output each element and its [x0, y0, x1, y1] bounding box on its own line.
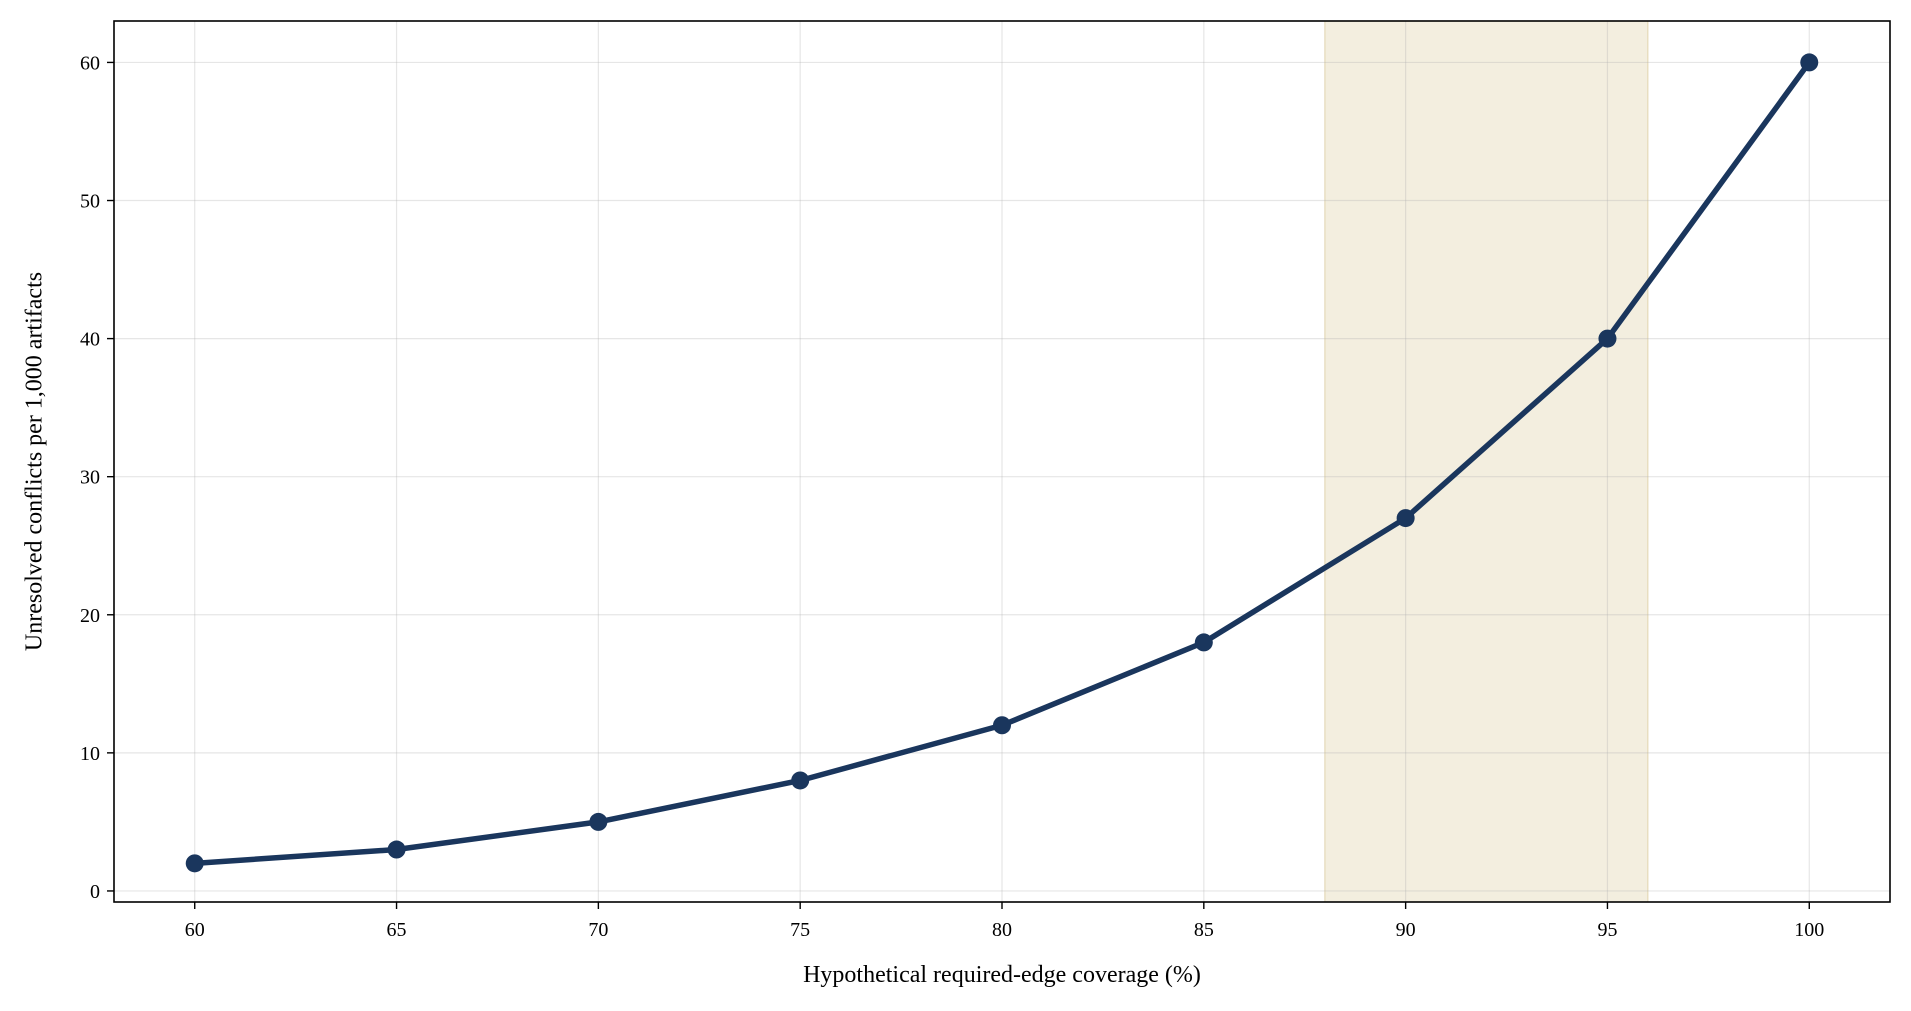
data-point	[185, 854, 204, 873]
grid-layer	[114, 21, 1890, 902]
y-tick-label: 50	[80, 191, 100, 213]
x-tick-label: 100	[1794, 919, 1824, 941]
x-axis-label: Hypothetical required-edge coverage (%)	[803, 962, 1201, 988]
shaded-region	[1324, 21, 1648, 902]
y-tick-label: 0	[90, 881, 100, 903]
y-axis-label: Unresolved conflicts per 1,000 artifacts	[22, 272, 48, 651]
data-point	[1598, 329, 1617, 348]
series-layer	[185, 53, 1819, 873]
x-tick-label: 95	[1597, 919, 1617, 941]
tick-layer: 60 65 70 75 80 85 90 95 100 0 10 20 30 40 50 60	[80, 52, 1824, 941]
x-tick-label: 80	[992, 919, 1012, 941]
data-point	[1800, 53, 1819, 72]
x-tick-label: 85	[1194, 919, 1214, 941]
y-tick-label: 40	[80, 329, 100, 351]
y-tick-label: 30	[80, 467, 100, 489]
x-tick-label: 65	[387, 919, 407, 941]
y-tick-label: 60	[80, 52, 100, 74]
y-tick-label: 10	[80, 743, 100, 765]
data-point	[791, 771, 810, 790]
y-tick-label: 20	[80, 605, 100, 627]
x-tick-label: 90	[1396, 919, 1416, 941]
shaded-region-layer	[1324, 21, 1649, 902]
x-tick-label: 75	[790, 919, 810, 941]
data-point	[1396, 509, 1415, 528]
x-tick-label: 70	[588, 919, 608, 941]
x-tick-label: 60	[185, 919, 205, 941]
data-point	[1194, 633, 1213, 652]
data-point	[387, 840, 406, 859]
data-point	[993, 716, 1011, 735]
data-point	[589, 812, 608, 831]
